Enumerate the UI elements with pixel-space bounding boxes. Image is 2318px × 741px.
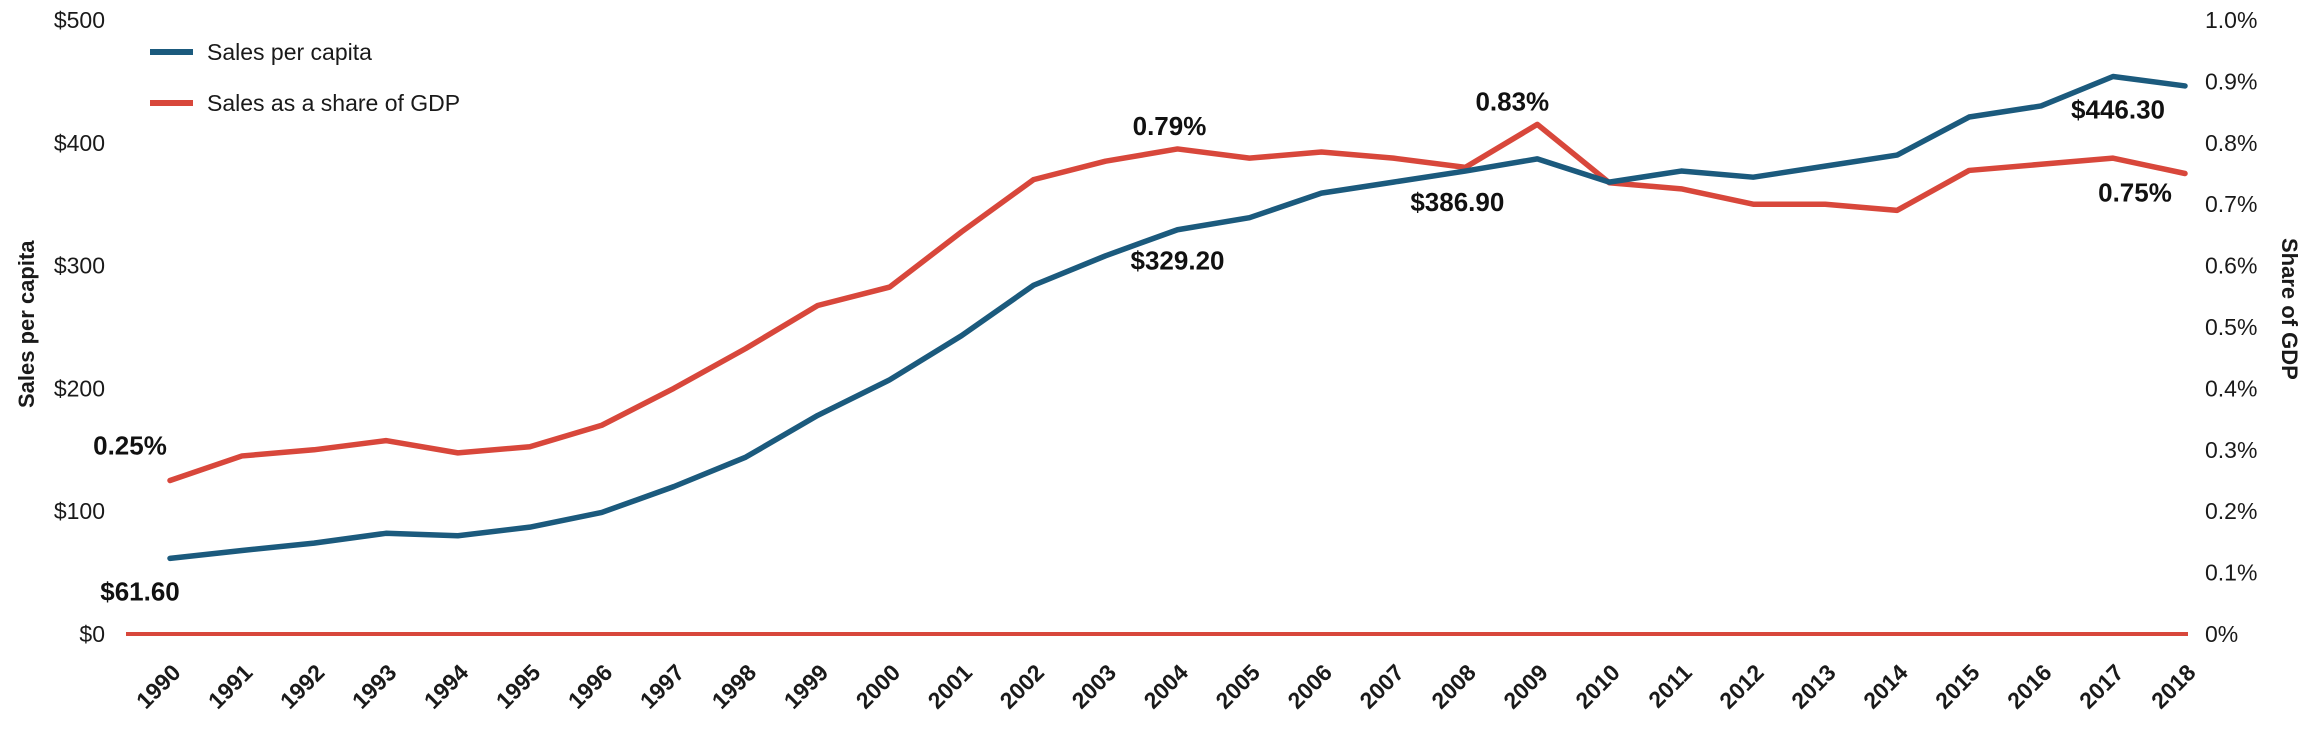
annotation-7: 0.75% <box>2098 178 2172 208</box>
x-axis-tick: 2015 <box>1930 659 1985 714</box>
right-axis-tick: 0.1% <box>2205 560 2257 586</box>
annotation-5: $386.90 <box>1410 187 1504 217</box>
annotation-1: 0.25% <box>93 431 167 461</box>
annotation-6: $446.30 <box>2071 94 2165 124</box>
sales-per-capita-line <box>167 73 2188 562</box>
x-axis-tick: 1995 <box>491 659 546 714</box>
x-axis-tick: 1997 <box>635 659 690 714</box>
right-axis-tick: 0.2% <box>2205 498 2257 524</box>
left-axis-title: Sales per capita <box>14 240 39 408</box>
annotation-4: 0.83% <box>1475 86 1549 116</box>
x-axis-tick: 2016 <box>2002 659 2057 714</box>
left-axis-tick: $200 <box>54 375 105 401</box>
x-axis-tick: 2001 <box>923 659 978 714</box>
right-axis-tick: 0.8% <box>2205 130 2257 156</box>
x-axis-tick: 1996 <box>563 659 618 714</box>
legend-label-0: Sales per capita <box>207 39 372 65</box>
x-axis-tick: 1990 <box>131 659 186 714</box>
x-axis-tick: 2012 <box>1714 659 1769 714</box>
right-axis-tick: 0.6% <box>2205 253 2257 279</box>
annotation-0: $61.60 <box>100 576 180 606</box>
right-axis-title: Share of GDP <box>2277 238 2302 380</box>
right-axis-tick: 1.0% <box>2205 7 2257 33</box>
x-axis-tick: 1991 <box>203 659 258 714</box>
x-axis-tick: 2017 <box>2074 659 2129 714</box>
right-axis-tick: 0.9% <box>2205 68 2257 94</box>
gdp-share-line <box>167 121 2188 484</box>
x-axis-tick: 2004 <box>1138 659 1193 714</box>
x-axis-tick: 1999 <box>779 659 834 714</box>
x-axis-tick: 2003 <box>1067 659 1122 714</box>
x-axis-tick: 2007 <box>1354 659 1409 714</box>
x-axis-tick: 2010 <box>1570 659 1625 714</box>
x-axis-tick: 1998 <box>707 659 762 714</box>
x-axis-tick: 2018 <box>2146 659 2201 714</box>
annotation-3: $329.20 <box>1131 246 1225 276</box>
annotation-2: 0.79% <box>1133 111 1207 141</box>
x-axis-tick: 2013 <box>1786 659 1841 714</box>
x-axis-tick: 1994 <box>419 659 474 714</box>
right-axis-tick: 0% <box>2205 621 2238 647</box>
x-axis-tick: 2006 <box>1282 659 1337 714</box>
left-axis-tick: $300 <box>54 253 105 279</box>
legend-label-1: Sales as a share of GDP <box>207 90 460 116</box>
right-axis-tick: 0.5% <box>2205 314 2257 340</box>
x-axis-tick: 2009 <box>1498 659 1553 714</box>
right-axis-tick: 0.3% <box>2205 437 2257 463</box>
right-axis-tick: 0.4% <box>2205 375 2257 401</box>
left-axis-tick: $400 <box>54 130 105 156</box>
x-axis-tick: 2000 <box>851 659 906 714</box>
x-axis-tick: 1992 <box>275 659 330 714</box>
x-axis-tick: 1993 <box>347 659 402 714</box>
x-axis-tick: 2011 <box>1643 659 1697 713</box>
left-axis-tick: $100 <box>54 498 105 524</box>
x-axis-tick: 2005 <box>1210 659 1265 714</box>
left-axis-tick: $500 <box>54 7 105 33</box>
right-axis-tick: 0.7% <box>2205 191 2257 217</box>
x-axis-tick: 2008 <box>1426 659 1481 714</box>
x-axis-tick: 2002 <box>995 659 1050 714</box>
x-axis-tick: 2014 <box>1858 659 1913 714</box>
left-axis-tick: $0 <box>79 621 105 647</box>
